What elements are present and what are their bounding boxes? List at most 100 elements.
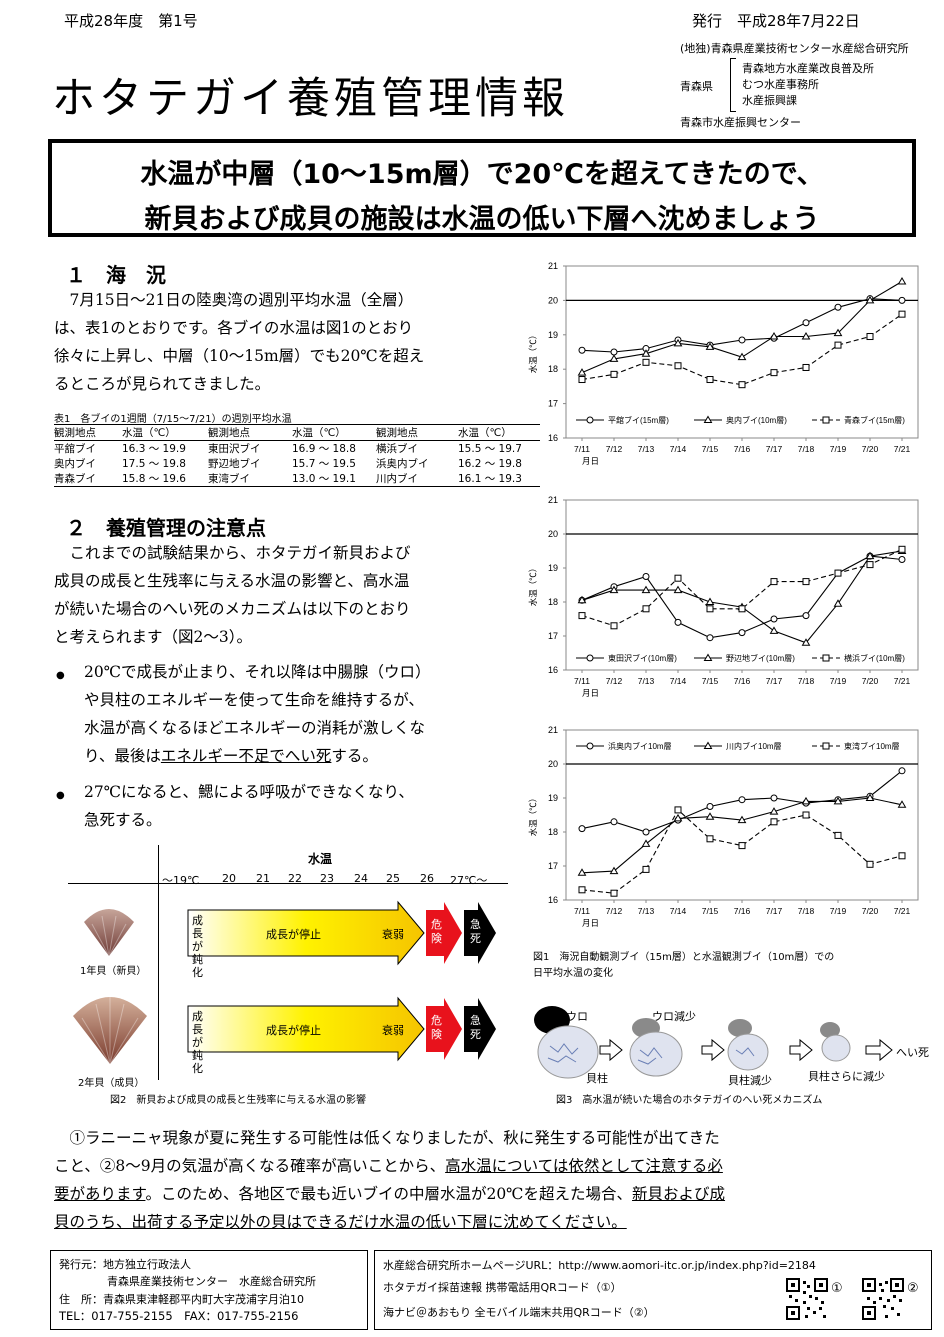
table-cell: 野辺地ブイ	[208, 458, 261, 470]
section1-line: 7月15日～21日の陸奥湾の週別平均水温（全層）	[54, 291, 414, 309]
table1-header: 観測地点	[376, 424, 458, 441]
section1-line: 徐々に上昇し、中層（10～15m層）でも20℃を超え	[54, 347, 425, 365]
series-line	[581, 548, 903, 627]
legend-label: 東湾ブイ10m層	[844, 741, 900, 751]
x-axis-label: 月日	[582, 918, 599, 928]
y-tick-label: 17	[548, 631, 558, 641]
legend-label: 奥内ブイ(10m層)	[726, 415, 787, 425]
table1-header: 水温（℃）	[458, 424, 540, 441]
legend-label: 横浜ブイ(10m層)	[844, 653, 905, 663]
table-cell: 16.1 ～ 19.3	[458, 471, 540, 487]
section2-title: ２ 養殖管理の注意点	[66, 516, 266, 540]
table1: 観測地点 水温（℃） 観測地点 水温（℃） 観測地点 水温（℃） 平舘ブイ 16…	[54, 424, 540, 487]
fig2-divider	[158, 845, 159, 1080]
qr-code-1-icon[interactable]	[785, 1277, 829, 1321]
table1-header: 観測地点	[208, 424, 292, 441]
bullet-icon: ●	[56, 790, 65, 801]
bullet1-line: 20℃で成長が止まり、それ以降は中腸腺（ウロ）	[84, 663, 431, 681]
x-tick-label: 7/12	[606, 676, 623, 686]
legend-label: 青森ブイ(15m層)	[844, 415, 905, 425]
data-point-triangle	[865, 793, 875, 801]
section2-line: が続いた場合のへい死のメカニズムは以下のとおり	[54, 600, 411, 618]
scallop-adult-image	[73, 996, 147, 1065]
bullet2-line: 27℃になると、鰓による呼吸ができなくなり、	[84, 783, 414, 801]
data-point-square	[610, 370, 618, 378]
closing-paragraph: ①ラニーニャ現象が夏に発生する可能性は低くなりましたが、秋に発生する可能性が出て…	[54, 1124, 934, 1236]
table-cell: 東湾ブイ	[208, 471, 292, 487]
data-point-square	[802, 578, 810, 586]
data-point-triangle	[577, 868, 587, 876]
data-point-square	[822, 742, 830, 750]
chart-temperature-2: 16 17 18 19 20 21 7/11 7/12 7/13 7/14 7/15 7/16 7/17…	[528, 495, 919, 698]
data-point-triangle	[769, 807, 779, 815]
data-point-square	[898, 852, 906, 860]
headline-line1: 水温が中層（10～15m層）で20℃を超えてきたので、	[140, 159, 824, 190]
qr1-mark: ①	[831, 1281, 843, 1296]
table-cell: 15.5 ～ 19.7	[458, 443, 522, 455]
y-tick-label: 19	[548, 793, 558, 803]
qr-code-2-icon[interactable]	[861, 1277, 905, 1321]
scallop-young-image	[84, 909, 134, 957]
x-tick-label: 7/19	[830, 906, 847, 916]
x-tick-label: 7/16	[734, 906, 751, 916]
data-point-triangle	[801, 796, 811, 805]
x-tick-label: 7/16	[734, 444, 751, 454]
data-point-square	[822, 654, 830, 662]
org-aomori: 青森県	[680, 80, 713, 93]
shell2-label: 2年貝（成貝）	[78, 1078, 145, 1089]
section2-line: これまでの試験結果から、ホタテガイ新貝および	[54, 544, 411, 562]
table-cell: 15.7 ～ 19.5	[292, 458, 356, 470]
publisher-address: 住 所：青森県東津軽郡平内町大字茂浦字月泊10	[59, 1293, 304, 1306]
issue-date: 発行 平成28年7月22日	[692, 12, 860, 30]
data-point-triangle	[705, 812, 715, 820]
data-point-square	[674, 362, 682, 370]
fig3-caption: 図3 高水温が続いた場合のホタテガイのへい死メカニズム	[556, 1095, 823, 1106]
qr2-text: 海ナビ＠あおもり 全モバイル端末共用QRコード（②）	[383, 1306, 655, 1319]
publisher-name: 青森県産業技術センター 水産総合研究所	[107, 1275, 316, 1288]
bullet1-text: り、最後は	[84, 747, 161, 765]
table-cell: 平舘ブイ	[54, 443, 96, 455]
data-point-triangle	[865, 551, 875, 560]
x-tick-label: 7/20	[862, 906, 879, 916]
fig3-diagram	[534, 1006, 893, 1079]
danger-label: 危険	[431, 918, 442, 945]
bullet1-line: や貝柱のエネルギーを使って生命を維持するが、	[84, 691, 424, 709]
section1-line: るところが見られてきました。	[54, 375, 271, 393]
table-cell: 15.8 ～ 19.6	[122, 471, 208, 487]
x-tick-label: 7/12	[606, 444, 623, 454]
data-point-circle	[898, 767, 906, 775]
data-point-triangle	[737, 815, 747, 824]
table-row: 青森ブイ 15.8 ～ 19.6 東湾ブイ 13.0 ～ 19.1 川内ブイ 1…	[54, 471, 540, 487]
fig3-kaibashira-less: 貝柱減少	[728, 1074, 772, 1087]
legend-label: 川内ブイ10m層	[726, 741, 782, 751]
series-line	[581, 797, 903, 874]
data-point-circle	[802, 319, 810, 327]
headline-box: 水温が中層（10～15m層）で20℃を超えてきたので、 新貝および成貝の施設は水…	[48, 139, 916, 237]
bullet2: 27℃になると、鰓による呼吸ができなくなり、 急死する。	[84, 778, 534, 834]
fig2-arrow-row-1	[187, 900, 496, 966]
data-point-circle	[586, 416, 594, 424]
bullet1-underlined: エネルギー不足でへい死	[160, 747, 332, 765]
fig3-uro-less: ウロ減少	[652, 1010, 696, 1023]
table1-header-row: 観測地点 水温（℃） 観測地点 水温（℃） 観測地点 水温（℃）	[54, 424, 540, 441]
y-tick-label: 19	[548, 563, 558, 573]
fig2-scale-tick: 25	[386, 872, 400, 885]
data-point-square	[866, 333, 874, 341]
data-point-circle	[642, 828, 650, 836]
website-url[interactable]: 水産総合研究所ホームページURL：http://www.aomori-itc.o…	[383, 1259, 816, 1272]
y-tick-label: 17	[548, 399, 558, 409]
data-point-square	[898, 310, 906, 318]
data-point-triangle	[833, 796, 843, 805]
fig2-arrow-row-2	[187, 996, 496, 1062]
data-point-square	[822, 416, 830, 424]
data-point-square	[706, 376, 714, 384]
x-tick-label: 7/14	[670, 444, 687, 454]
fig3-death: へい死	[896, 1046, 929, 1059]
data-point-triangle	[673, 813, 683, 822]
data-point-triangle	[641, 585, 651, 594]
data-point-circle	[586, 742, 594, 750]
y-tick-label: 21	[548, 725, 558, 735]
x-tick-label: 7/11	[574, 906, 590, 916]
x-tick-label: 7/21	[894, 906, 911, 916]
fig2-scale-tick: ～19℃	[162, 874, 200, 887]
